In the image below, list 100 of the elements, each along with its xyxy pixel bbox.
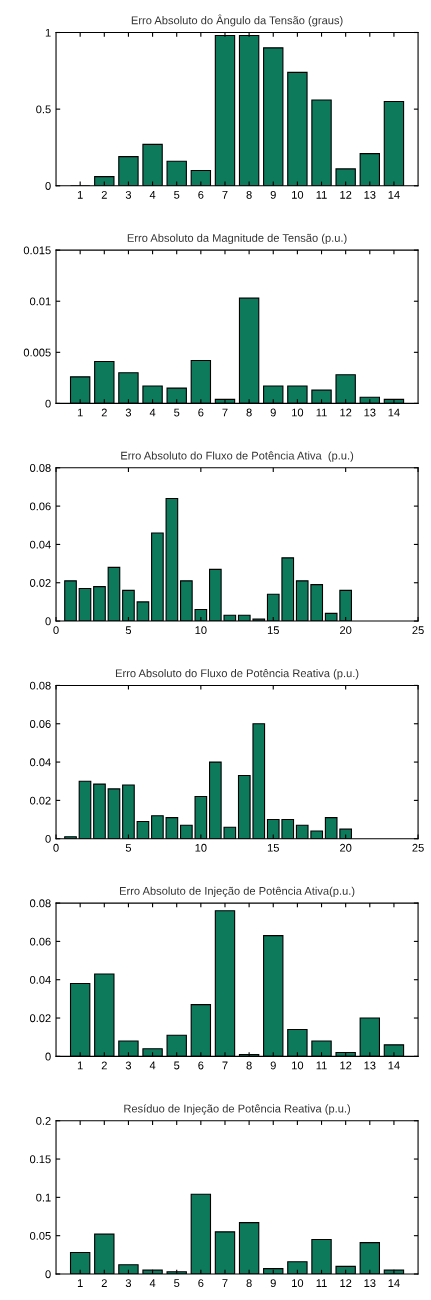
- y-tick-label: 0.015: [23, 246, 51, 255]
- x-tick-label: 12: [340, 1061, 352, 1070]
- x-tick-label: 8: [246, 1279, 252, 1288]
- x-tick-label: 20: [340, 626, 352, 635]
- y-tick-label: 0.05: [29, 1231, 51, 1240]
- x-tick-label: 3: [125, 1279, 132, 1288]
- x-tick-label: 13: [364, 1279, 376, 1288]
- x-tick-label: 3: [125, 1061, 132, 1070]
- x-tick-label: 2: [101, 408, 107, 417]
- x-tick-label: 2: [101, 1061, 107, 1070]
- x-tick-label: 1: [77, 1061, 83, 1070]
- y-tick-label: 0.02: [29, 796, 51, 805]
- x-tick-label: 14: [388, 1279, 400, 1287]
- y-tick-label: 0.02: [29, 579, 51, 587]
- x-tick-label: 10: [292, 1279, 304, 1288]
- x-tick-label: 5: [174, 1061, 180, 1070]
- y-tick-label: 0.15: [29, 1155, 51, 1164]
- x-tick-label: 0: [53, 843, 59, 852]
- x-tick-label: 14: [388, 191, 400, 199]
- y-tick-label: 0: [45, 1270, 51, 1279]
- x-tick-label: 5: [174, 1279, 180, 1288]
- y-tick-label: 0.06: [29, 502, 51, 511]
- x-tick-label: 12: [340, 408, 352, 417]
- chart-title: Erro Absoluto do Fluxo de Potência Ativa (p.u.): [121, 451, 354, 462]
- chart-title: Erro Absoluto da Magnitude de Tensão (p.u.): [127, 233, 347, 245]
- x-tick-label: 4: [149, 408, 156, 417]
- y-tick-label: 0.1: [36, 1193, 51, 1202]
- x-tick-label: 3: [125, 190, 132, 199]
- x-tick-label: 12: [340, 1279, 352, 1287]
- x-tick-label: 1: [77, 408, 83, 417]
- x-tick-label: 6: [198, 1061, 204, 1070]
- x-tick-label: 15: [267, 626, 279, 635]
- x-tick-label: 4: [149, 191, 156, 199]
- y-tick-label: 0.06: [29, 937, 51, 946]
- x-tick-label: 6: [198, 190, 204, 199]
- x-tick-label: 7: [222, 1279, 228, 1287]
- x-tick-label: 13: [364, 408, 376, 417]
- x-tick-label: 9: [270, 1061, 276, 1070]
- x-tick-label: 12: [340, 190, 352, 199]
- x-tick-label: 13: [364, 1061, 376, 1070]
- x-tick-label: 8: [246, 190, 252, 199]
- chart-title: Resíduo de Injeção de Potência Reativa (p.u.): [124, 1104, 351, 1115]
- x-tick-label: 6: [198, 1279, 204, 1288]
- y-tick-label: 0.2: [36, 1117, 51, 1125]
- y-tick-label: 1: [45, 28, 51, 37]
- x-tick-label: 2: [101, 1279, 107, 1287]
- y-tick-label: 0.04: [29, 975, 51, 984]
- chart-title: Erro Absoluto de Injeção de Potência Ativa(p.u.): [119, 886, 355, 898]
- x-tick-label: 20: [340, 843, 352, 852]
- x-tick-label: 4: [149, 1061, 156, 1070]
- x-tick-label: 9: [270, 190, 276, 199]
- y-tick-label: 0.005: [23, 348, 51, 357]
- chart-title: Erro Absoluto do Fluxo de Potência Reativa (p.u.): [115, 669, 359, 680]
- x-tick-label: 7: [222, 408, 228, 417]
- x-tick-label: 11: [316, 1279, 327, 1287]
- y-tick-label: 0.5: [36, 105, 51, 114]
- x-tick-label: 9: [270, 1279, 276, 1288]
- x-tick-label: 11: [316, 1061, 327, 1070]
- x-tick-label: 4: [149, 1279, 156, 1287]
- y-tick-label: 0.08: [29, 681, 51, 690]
- y-tick-label: 0: [45, 1052, 51, 1061]
- y-tick-label: 0.01: [29, 297, 51, 306]
- x-tick-label: 10: [292, 190, 304, 199]
- x-tick-label: 9: [270, 408, 276, 417]
- x-tick-label: 11: [316, 408, 327, 417]
- y-tick-label: 0: [45, 399, 51, 408]
- x-tick-label: 7: [222, 1061, 228, 1070]
- y-tick-label: 0.04: [29, 540, 51, 549]
- chart-title: Erro Absoluto do Ângulo da Tensão (graus): [131, 14, 343, 27]
- y-tick-label: 0.06: [29, 720, 51, 728]
- y-tick-label: 0: [45, 617, 51, 626]
- x-tick-label: 14: [388, 1061, 400, 1070]
- x-tick-label: 5: [125, 626, 132, 635]
- x-tick-label: 5: [125, 843, 132, 852]
- x-tick-label: 13: [364, 190, 376, 199]
- y-tick-label: 0.02: [29, 1014, 51, 1023]
- x-tick-label: 10: [292, 1061, 304, 1070]
- x-tick-label: 1: [77, 191, 83, 199]
- x-tick-label: 0: [53, 626, 59, 635]
- x-tick-label: 8: [246, 408, 252, 417]
- x-tick-label: 1: [77, 1279, 83, 1287]
- y-tick-label: 0: [45, 834, 51, 843]
- x-tick-label: 7: [222, 191, 228, 199]
- y-tick-label: 0.08: [29, 464, 51, 472]
- y-tick-label: 0.08: [29, 899, 51, 908]
- x-tick-label: 25: [412, 843, 424, 852]
- x-tick-label: 10: [292, 408, 304, 417]
- x-tick-label: 25: [412, 626, 424, 635]
- x-tick-label: 3: [125, 408, 132, 417]
- y-tick-label: 0.04: [29, 758, 51, 767]
- x-tick-label: 2: [101, 190, 107, 199]
- x-tick-label: 5: [174, 408, 180, 417]
- x-tick-label: 15: [267, 843, 279, 852]
- x-tick-label: 14: [388, 408, 400, 417]
- y-tick-label: 0: [45, 182, 51, 190]
- x-tick-label: 10: [195, 626, 207, 635]
- x-tick-label: 11: [316, 191, 327, 199]
- x-tick-label: 5: [174, 191, 180, 199]
- x-tick-label: 10: [195, 843, 207, 852]
- x-tick-label: 6: [198, 408, 204, 417]
